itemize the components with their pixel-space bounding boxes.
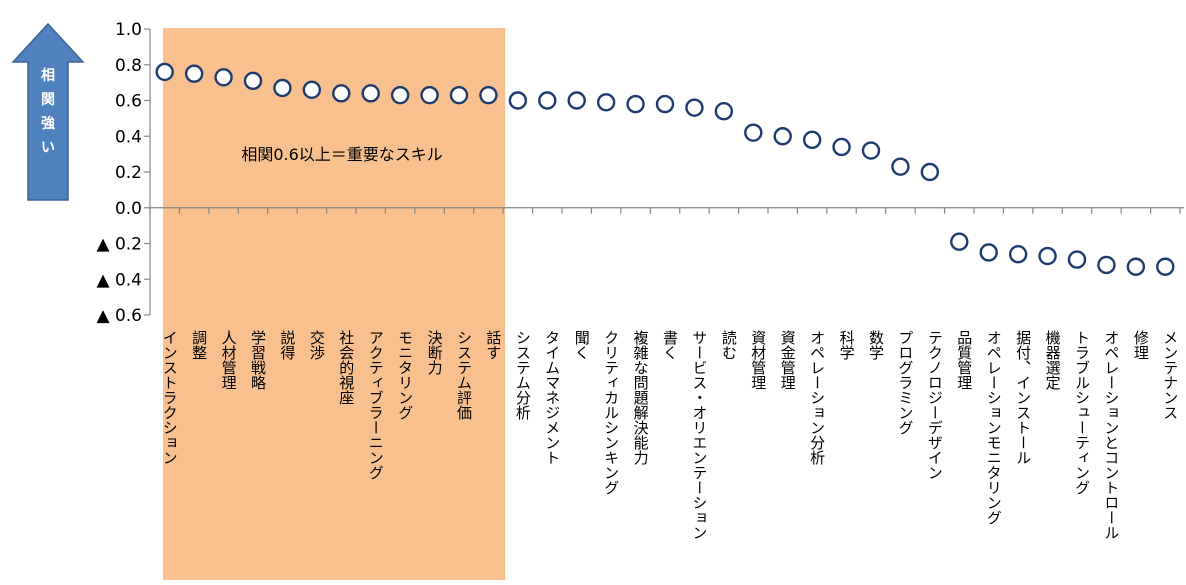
category-label: オペレーションモニタリング: [985, 330, 1003, 525]
category-label: 修理: [1132, 330, 1150, 360]
data-point: [802, 130, 822, 150]
category-label: 機器選定: [1044, 330, 1062, 391]
data-point: [979, 243, 998, 262]
category-label: クリティカルシンキング: [602, 330, 620, 495]
data-point: [1097, 255, 1116, 275]
category-label: 数学: [867, 330, 885, 360]
data-point: [832, 137, 851, 157]
data-point: [1156, 257, 1175, 276]
arrow-label-char: 関: [41, 92, 55, 108]
category-label: タイムマネジメント: [543, 330, 561, 465]
data-point: [950, 232, 969, 251]
category-label: 交渉: [308, 329, 326, 360]
data-point: [1008, 245, 1028, 264]
data-point: [420, 85, 439, 105]
y-tick-label: 0.8: [115, 56, 142, 76]
important-skill-note: 相関0.6以上＝重要なスキル: [241, 145, 442, 164]
y-tick-label: ▲ 0.2: [96, 235, 142, 255]
category-label: 品質管理: [955, 330, 973, 390]
category-label: 話す: [484, 330, 502, 360]
data-point: [508, 91, 528, 110]
data-point: [243, 71, 263, 91]
data-point: [332, 84, 351, 103]
category-label: オペレーション分析: [808, 330, 826, 465]
data-point: [920, 162, 940, 182]
category-label: 聞く: [573, 330, 591, 360]
category-label: トラブルシューティング: [1073, 330, 1091, 495]
category-label: 資金管理: [779, 330, 797, 390]
y-tick-label: 0.6: [115, 92, 142, 112]
category-label: プログラミング: [896, 330, 914, 435]
data-point: [479, 85, 498, 105]
category-label: 書く: [661, 330, 679, 360]
y-tick-label: 1.0: [115, 20, 142, 40]
correlation-up-arrow: [11, 22, 85, 201]
category-label: 読む: [720, 330, 738, 360]
data-point: [214, 68, 233, 87]
data-point: [1126, 257, 1146, 276]
category-label: オペレーションとコントロール: [1102, 330, 1120, 540]
data-point: [773, 127, 792, 146]
important-skill-band: [163, 28, 506, 580]
category-label: 決断力: [426, 330, 444, 376]
data-point: [861, 141, 881, 160]
data-point: [302, 80, 322, 99]
data-point: [538, 91, 557, 110]
arrow-label-char: 相: [41, 67, 55, 84]
category-label: システム評価: [455, 330, 473, 420]
category-label: 複雑な問題解決能力: [632, 330, 650, 466]
data-point: [744, 123, 763, 142]
category-label: 資材管理: [749, 330, 767, 390]
category-label: テクノロジーデザイン: [926, 330, 944, 480]
category-label: メンテナンス: [1161, 330, 1179, 420]
category-label: 人材管理: [220, 330, 238, 390]
data-point: [273, 78, 292, 98]
data-point: [361, 84, 380, 103]
category-label: システム分析: [514, 330, 532, 420]
category-label: モニタリング: [396, 330, 414, 420]
data-point: [155, 62, 174, 82]
category-label: アクティブラーニング: [367, 330, 385, 480]
y-tick-label: 0.4: [115, 127, 142, 147]
data-point: [449, 85, 469, 105]
data-point: [655, 94, 675, 114]
data-point: [184, 64, 204, 83]
category-label: 社会的視座: [337, 330, 355, 405]
y-tick-label: 0.0: [115, 199, 142, 219]
y-tick-label: 0.2: [115, 163, 142, 183]
data-point: [1067, 250, 1087, 269]
data-point: [390, 85, 410, 105]
data-point: [626, 94, 645, 114]
arrow-label-char: 強: [41, 115, 55, 132]
data-point: [714, 102, 734, 121]
data-point: [567, 91, 586, 110]
category-label: インストラクション: [161, 330, 179, 465]
y-tick-label: ▲ 0.6: [96, 306, 142, 326]
data-point: [891, 157, 910, 176]
y-tick-label: ▲ 0.4: [96, 270, 142, 290]
category-label: 据付、インストール: [1014, 330, 1032, 465]
category-label: 科学: [838, 330, 856, 360]
category-label: 学習戦略: [249, 330, 267, 390]
category-label: 調整: [190, 330, 208, 360]
arrow-label-char: い: [41, 140, 55, 156]
data-point: [685, 98, 704, 117]
data-point: [596, 93, 616, 112]
data-point: [1038, 246, 1057, 266]
category-label: サービス・オリエンテーション: [690, 330, 708, 540]
category-label: 説得: [278, 330, 296, 360]
